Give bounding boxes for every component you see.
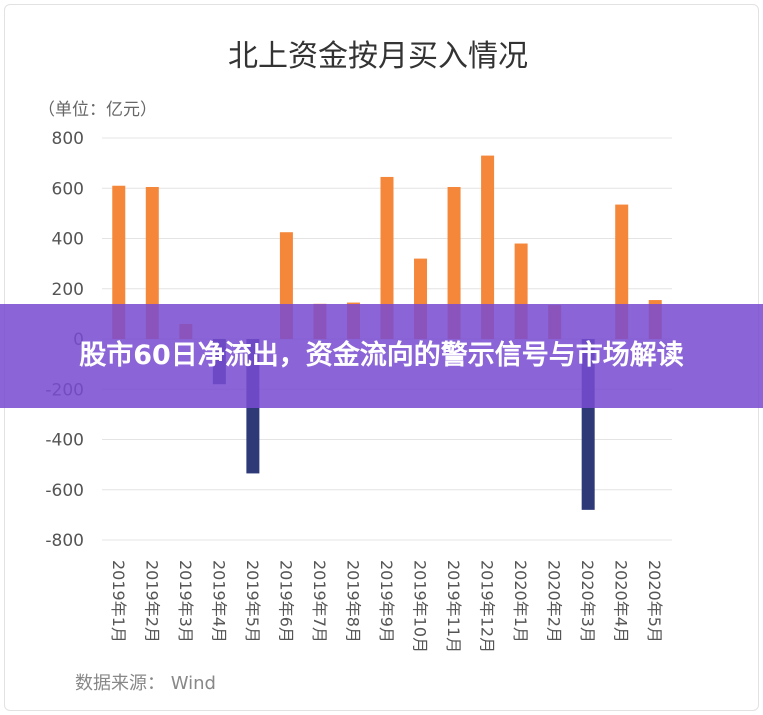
bar-1 <box>112 185 126 339</box>
x-tick-label: 2020年1月 <box>511 560 530 643</box>
x-tick-label: 2019年8月 <box>343 560 362 643</box>
x-tick-label: 2020年2月 <box>545 560 564 643</box>
bar-9 <box>380 176 394 339</box>
y-tick-label: -800 <box>45 531 84 551</box>
x-tick-label: 2019年12月 <box>478 560 497 653</box>
x-tick-label: 2019年9月 <box>377 560 396 643</box>
x-tick-label: 2019年5月 <box>243 560 262 643</box>
headline-text: 股市60日净流出，资金流向的警示信号与市场解读 <box>79 340 684 371</box>
y-tick-labels: 8006004002000-200-400-600-800 <box>45 129 84 551</box>
x-tick-label: 2019年2月 <box>142 560 161 643</box>
x-tick-label: 2019年10月 <box>411 560 430 653</box>
unit-label: （单位：亿元） <box>38 100 157 120</box>
bar-2 <box>145 186 159 339</box>
x-tick-label: 2019年4月 <box>209 560 228 643</box>
x-tick-label: 2019年7月 <box>310 560 329 643</box>
bar-12 <box>481 155 495 339</box>
x-tick-label: 2019年1月 <box>109 560 128 643</box>
bar-11 <box>447 186 461 339</box>
x-tick-label: 2020年3月 <box>578 560 597 643</box>
y-tick-label: -400 <box>45 431 84 451</box>
headline-banner: 股市60日净流出，资金流向的警示信号与市场解读 <box>0 304 763 408</box>
y-tick-label: 800 <box>52 129 84 149</box>
chart-title: 北上资金按月买入情况 <box>228 39 528 74</box>
x-tick-label: 2019年6月 <box>276 560 295 643</box>
x-tick-label: 2020年5月 <box>645 560 664 643</box>
y-tick-label: 200 <box>52 280 84 300</box>
x-tick-label: 2019年3月 <box>176 560 195 643</box>
source-note: 数据来源： Wind <box>75 673 216 694</box>
x-tick-labels: 2019年1月 2019年2月 2019年3月 2019年4月 2019年5月 2019年… <box>109 560 664 653</box>
y-tick-label: -600 <box>45 481 84 501</box>
x-tick-label: 2019年11月 <box>444 560 463 653</box>
y-tick-label: 600 <box>52 179 84 199</box>
y-tick-label: 400 <box>52 230 84 250</box>
x-tick-label: 2020年4月 <box>612 560 631 643</box>
